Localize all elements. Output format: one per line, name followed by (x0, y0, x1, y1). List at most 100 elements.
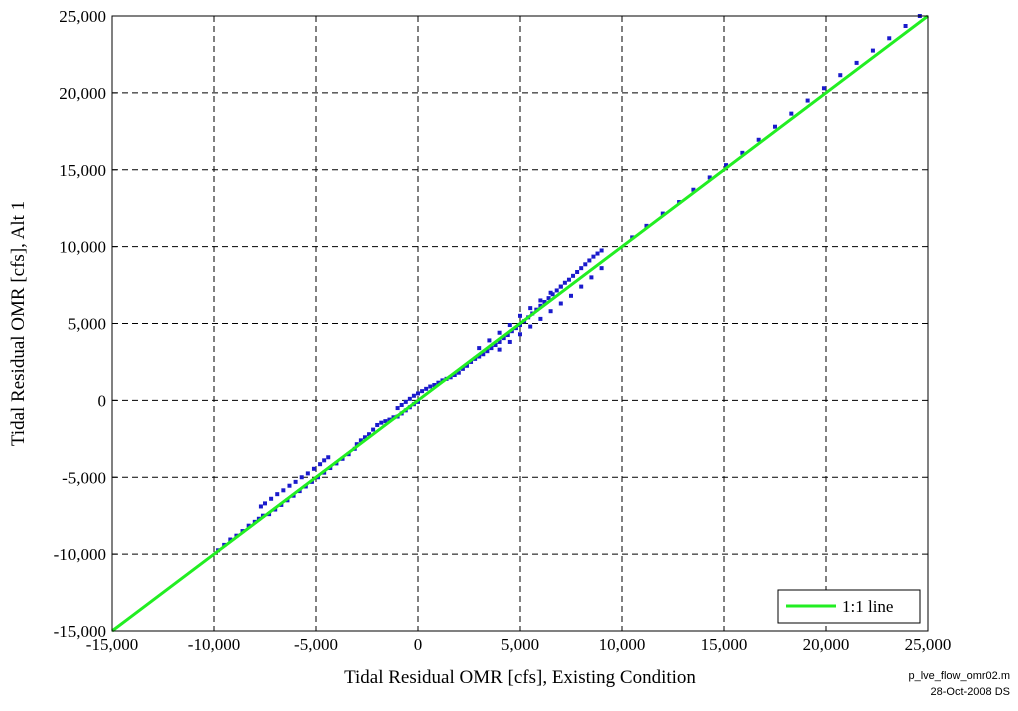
grid (112, 16, 928, 631)
scatter-point (756, 137, 761, 142)
scatter-point (460, 366, 465, 371)
scatter-point (579, 284, 584, 289)
y-tick-label: -5,000 (62, 468, 106, 487)
x-tick-label: 25,000 (905, 635, 952, 654)
scatter-point (548, 309, 553, 314)
scatter-point (691, 187, 696, 192)
scatter-point (554, 288, 559, 293)
scatter-point (838, 73, 843, 78)
scatter-point (518, 332, 522, 337)
scatter-point (538, 303, 543, 308)
scatter-point (589, 275, 594, 280)
scatter-point (644, 223, 649, 228)
scatter-point (903, 23, 908, 28)
scatter-point (493, 343, 498, 348)
scatter-point (287, 483, 292, 488)
scatter-point (854, 60, 859, 65)
scatter-point (387, 417, 392, 422)
x-tick-label: -15,000 (86, 635, 138, 654)
scatter-point (821, 86, 826, 91)
date-stamp-note: 28-Oct-2008 DS (930, 686, 1010, 698)
scatter-point (528, 324, 533, 329)
scatter-point (507, 323, 512, 328)
x-tick-label: 5,000 (501, 635, 539, 654)
scatter-point (383, 419, 388, 424)
y-axis-ticks: -15,000 -10,000 -5,000 0 5,000 10,000 15,000 20… (54, 7, 117, 641)
y-tick-label: 10,000 (59, 238, 106, 257)
scatter-point (322, 458, 327, 463)
scatter-point (575, 269, 580, 274)
scatter-point (501, 336, 506, 341)
scatter-point (395, 406, 400, 411)
y-tick-label: 20,000 (59, 84, 106, 103)
x-tick-label: 15,000 (701, 635, 748, 654)
scatter-point (660, 211, 665, 216)
scatter-point (542, 299, 547, 304)
script-name-note: p_lve_flow_omr02.m (908, 670, 1011, 682)
scatter-point (497, 330, 502, 335)
scatter-point (487, 338, 492, 343)
scatter-point (870, 48, 875, 53)
scatter-point (411, 393, 416, 398)
scatter-point (477, 354, 482, 359)
scatter-point (538, 316, 543, 321)
scatter-point (591, 254, 596, 259)
scatter-point (528, 306, 533, 311)
scatter-point (518, 313, 522, 318)
scatter-point (587, 258, 592, 263)
scatter-point (505, 333, 510, 338)
scatter-point (546, 296, 551, 301)
x-tick-label: 0 (414, 635, 423, 654)
scatter-point (432, 383, 437, 387)
x-tick-label: -5,000 (294, 635, 338, 654)
scatter-point (569, 293, 573, 298)
scatter-point (548, 290, 553, 295)
scatter-point (707, 175, 712, 180)
scatter-point (275, 492, 280, 497)
scatter-point (367, 432, 372, 437)
scatter-point (299, 475, 304, 480)
x-axis-label: Tidal Residual OMR [cfs], Existing Condi… (344, 667, 696, 688)
scatter-point (428, 384, 433, 389)
scatter-point (293, 479, 298, 484)
x-tick-label: 20,000 (803, 635, 850, 654)
y-tick-label: -10,000 (54, 545, 106, 564)
scatter-point (558, 284, 563, 289)
x-tick-label: 10,000 (599, 635, 646, 654)
y-tick-label: 15,000 (59, 161, 106, 180)
scatter-point (407, 396, 412, 401)
y-tick-label: 5,000 (68, 315, 106, 334)
scatter-point (269, 496, 274, 501)
scatter-point (550, 292, 555, 297)
scatter-point (228, 537, 233, 542)
scatter-point (318, 462, 323, 467)
x-tick-label: -10,000 (188, 635, 240, 654)
scatter-point (362, 435, 367, 440)
scatter-point (399, 402, 404, 407)
scatter-point (507, 339, 512, 344)
scatter-point (740, 150, 745, 155)
scatter-point (724, 163, 729, 168)
legend-label-one-to-one: 1:1 line (842, 597, 893, 616)
scatter-point (436, 380, 441, 385)
y-axis-label: Tidal Residual OMR [cfs], Alt 1 (8, 201, 29, 446)
one-to-one-line (111, 14, 929, 633)
scatter-point (489, 346, 494, 351)
scatter-point (538, 298, 543, 303)
scatter-point (571, 273, 576, 278)
scatter-point (497, 347, 502, 352)
scatter-point (789, 111, 794, 116)
scatter-point (281, 488, 286, 493)
scatter-point (263, 501, 267, 506)
legend: 1:1 line (777, 589, 921, 624)
scatter-point (485, 349, 490, 354)
scatter-point (599, 248, 604, 253)
scatter-point (599, 266, 604, 271)
scatter-point (497, 339, 502, 344)
scatter-point (311, 466, 316, 471)
scatter-point (579, 266, 584, 271)
scatter-point (583, 262, 588, 267)
y-tick-label: 0 (98, 391, 107, 410)
scatter-point (379, 420, 384, 425)
